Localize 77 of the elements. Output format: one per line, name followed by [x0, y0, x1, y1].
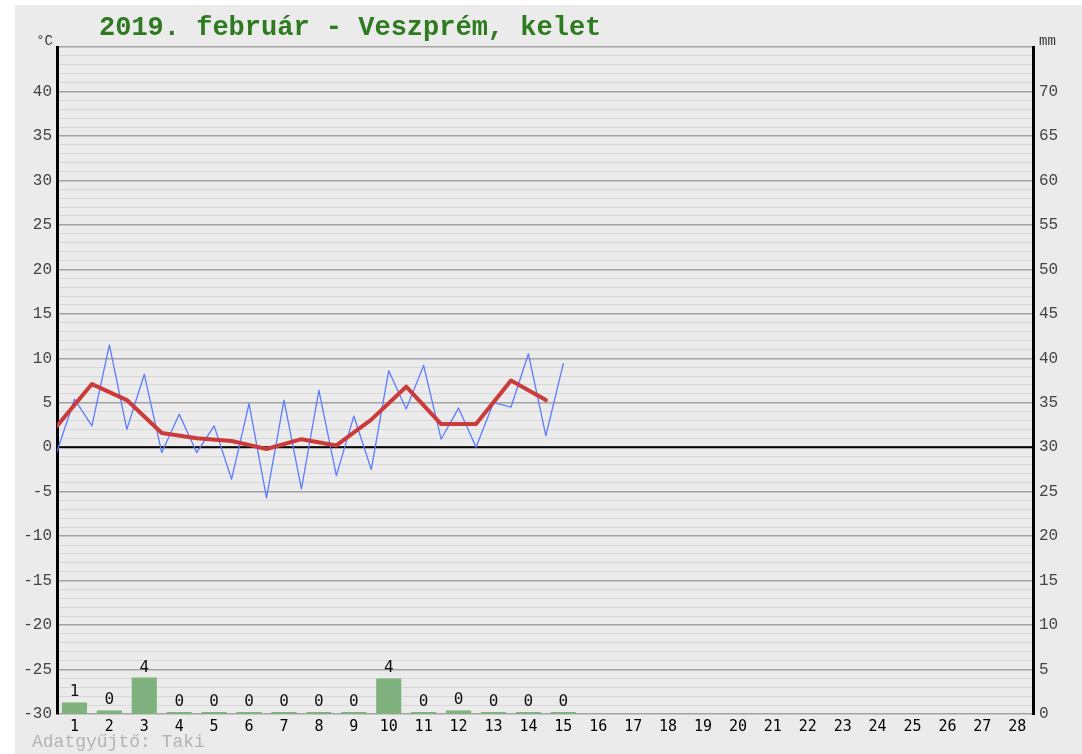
- data-label: 0: [453, 689, 464, 709]
- data-label: 4: [383, 657, 394, 677]
- x-tick-label: 24: [868, 716, 887, 735]
- x-tick-label: 16: [589, 716, 608, 735]
- x-tick-label: 28: [1008, 716, 1027, 735]
- x-tick-label: 18: [659, 716, 678, 735]
- x-tick-label: 3: [139, 716, 149, 735]
- data-label: 0: [558, 691, 569, 710]
- y2-tick-label: 0: [1039, 705, 1049, 724]
- y2-tick-label: 40: [1039, 349, 1059, 368]
- y2-tick-label: 5: [1039, 660, 1049, 679]
- y2-axis-title: mm: [1039, 33, 1056, 49]
- x-tick-label: 4: [174, 716, 184, 735]
- x-tick-label: 9: [349, 716, 359, 735]
- data-label: 0: [174, 691, 185, 710]
- y-tick-label: 15: [32, 305, 52, 324]
- y2-tick-label: 50: [1039, 260, 1059, 279]
- x-tick-label: 10: [379, 716, 398, 735]
- data-label: 0: [349, 691, 359, 710]
- y-tick-label: 20: [32, 260, 52, 279]
- y-tick-label: 10: [32, 349, 52, 368]
- y2-tick-label: 45: [1039, 305, 1059, 324]
- data-label: 4: [139, 656, 150, 676]
- data-label: 1: [69, 681, 80, 701]
- y-tick-label: 0: [42, 438, 52, 457]
- x-tick-label: 22: [798, 716, 817, 735]
- x-tick-label: 7: [279, 716, 289, 735]
- y-tick-label: 35: [32, 127, 52, 146]
- y-tick-label: -30: [23, 705, 52, 724]
- x-tick-label: 21: [763, 716, 782, 735]
- y2-tick-label: 30: [1039, 438, 1059, 457]
- x-tick-label: 17: [624, 716, 643, 735]
- x-tick-label: 20: [728, 716, 747, 735]
- data-label: 0: [523, 691, 534, 710]
- y-tick-label: 5: [42, 393, 52, 412]
- y-tick-label: -20: [23, 616, 52, 635]
- y2-tick-label: 70: [1039, 82, 1059, 101]
- y2-tick-label: 25: [1039, 482, 1059, 501]
- data-label: 0: [209, 691, 219, 710]
- x-tick-label: 15: [554, 716, 573, 735]
- y2-tick-label: 10: [1039, 616, 1059, 635]
- y-tick-label: 25: [32, 216, 52, 235]
- x-tick-label: 27: [973, 716, 992, 735]
- y2-tick-label: 20: [1039, 527, 1059, 546]
- y2-tick-label: 65: [1039, 127, 1059, 146]
- x-tick-label: 5: [209, 716, 219, 735]
- x-tick-label: 13: [484, 716, 503, 735]
- x-tick-label: 12: [449, 716, 468, 735]
- data-label: 0: [314, 691, 324, 710]
- data-label: 0: [104, 689, 115, 709]
- x-tick-label: 26: [938, 716, 957, 735]
- y2-tick-label: 55: [1039, 216, 1059, 235]
- x-tick-label: 8: [314, 716, 324, 735]
- y-tick-label: -25: [23, 660, 52, 679]
- x-tick-label: 2: [104, 716, 114, 735]
- y-tick-label: 30: [32, 171, 52, 190]
- x-tick-label: 6: [244, 716, 254, 735]
- x-tick-label: 11: [414, 716, 433, 735]
- y2-tick-label: 35: [1039, 393, 1059, 412]
- y-tick-label: -5: [32, 482, 52, 501]
- y2-tick-label: 60: [1039, 171, 1059, 190]
- data-label: 0: [488, 691, 499, 710]
- x-tick-label: 1: [69, 716, 79, 735]
- y2-tick-label: 15: [1039, 571, 1059, 590]
- x-tick-label: 14: [519, 716, 538, 735]
- text: Adatgyűjtő: Taki: [32, 732, 205, 752]
- y-tick-label: -10: [23, 527, 52, 546]
- data-label: 0: [418, 691, 429, 710]
- x-tick-label: 23: [833, 716, 852, 735]
- data-label: 0: [244, 691, 254, 710]
- data-label: 0: [279, 691, 289, 710]
- y-axis-title: °C: [36, 33, 53, 49]
- chart-title: 2019. február - Veszprém, kelet: [99, 13, 602, 43]
- y-tick-label: 40: [32, 82, 52, 101]
- x-tick-label: 19: [693, 716, 713, 735]
- y-tick-label: -15: [23, 571, 52, 590]
- x-tick-label: 25: [903, 716, 922, 735]
